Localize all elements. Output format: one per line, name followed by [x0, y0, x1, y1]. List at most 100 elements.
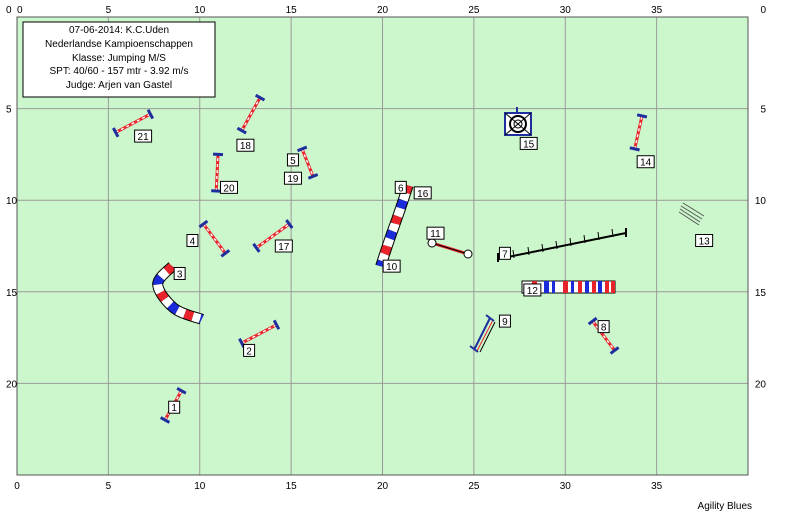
jump-wing [254, 93, 266, 102]
y-tick-left: 20 [6, 379, 18, 390]
x-tick-top: 0 [17, 5, 23, 16]
number-box [236, 138, 255, 152]
jump-wing [609, 346, 620, 355]
y-tick-right: 15 [755, 288, 767, 299]
tunnel-segment [380, 244, 392, 256]
number-box [168, 400, 181, 414]
table-11 [427, 238, 473, 259]
number-box [523, 283, 542, 297]
obstacle-number-12: 12 [523, 283, 542, 297]
number-box [426, 226, 445, 240]
x-tick-top: 15 [286, 5, 298, 16]
jump-wing [252, 242, 261, 253]
number-box [219, 180, 238, 194]
y-tick-right: 0 [760, 5, 766, 16]
obstacle-number-1: 1 [168, 400, 181, 414]
number-text: 3 [177, 269, 183, 280]
tunnel-segment [376, 259, 387, 268]
jump-20 [211, 152, 224, 193]
tunnel-segment [396, 198, 408, 210]
number-text: 19 [287, 174, 299, 185]
jump-wing [176, 386, 187, 395]
x-tick-bottom: 20 [377, 481, 389, 492]
number-text: 12 [527, 286, 539, 297]
obstacle-number-10: 10 [382, 259, 401, 273]
jump-wing [272, 319, 281, 330]
number-text: 14 [640, 158, 652, 169]
number-text: 5 [290, 156, 296, 167]
info-line-5: Judge: Arjen van Gastel [66, 80, 172, 91]
number-text: 11 [430, 229, 441, 240]
tunnel-segment [388, 222, 400, 233]
jump-wing [146, 108, 155, 120]
number-text: 7 [502, 249, 508, 260]
tunnel-segment [163, 263, 176, 275]
number-text: 1 [171, 403, 177, 414]
obstacle-number-4: 4 [186, 234, 199, 248]
tunnel-segment [157, 268, 170, 281]
jump-wing [220, 249, 231, 258]
info-line-2: Nederlandse Kampioenschappen [45, 39, 193, 50]
number-box [186, 234, 199, 248]
jump-17 [252, 219, 294, 253]
jump-bar-stripes [241, 97, 261, 131]
jump-4 [198, 219, 231, 258]
number-box [498, 314, 511, 328]
y-tick-right: 20 [755, 379, 767, 390]
obstacle-number-3: 3 [173, 266, 186, 280]
obstacle-number-6: 6 [394, 180, 407, 194]
jump-8 [587, 316, 620, 355]
x-tick-top: 5 [106, 5, 112, 16]
number-box [695, 234, 714, 248]
x-tick-bottom: 10 [194, 481, 206, 492]
x-tick-bottom: 5 [106, 481, 112, 492]
jump-bar-stripes [241, 324, 277, 344]
tunnel-segment [167, 301, 180, 315]
number-box [173, 266, 186, 280]
obstacle-number-7: 7 [498, 246, 511, 260]
obstacle-number-14: 14 [636, 155, 655, 169]
tunnel-segment [385, 229, 397, 241]
dog-walk-12 [521, 280, 616, 294]
obstacle-number-18: 18 [236, 138, 255, 152]
x-tick-bottom: 15 [286, 481, 298, 492]
number-text: 13 [699, 237, 711, 248]
number-box [498, 246, 511, 260]
jump-wing [296, 145, 308, 153]
y-tick-right: 5 [760, 105, 766, 116]
number-box [283, 171, 302, 185]
jump-wing [285, 219, 294, 229]
number-text: 20 [223, 183, 235, 194]
tunnel-segment [382, 237, 395, 248]
jump-wing [159, 416, 171, 424]
number-box [243, 343, 256, 357]
obstacle-number-2: 2 [243, 343, 256, 357]
y-tick-right: 10 [755, 196, 767, 207]
jump-wing [236, 126, 247, 135]
jump-bar-stripes [255, 223, 290, 249]
double-jump-9 [469, 314, 496, 353]
number-box [286, 153, 299, 167]
tire-15 [504, 107, 532, 136]
jumps [112, 93, 648, 424]
x-tick-bottom: 30 [560, 481, 572, 492]
number-text: 16 [417, 189, 429, 200]
number-text: 6 [398, 183, 404, 194]
number-box [413, 186, 432, 200]
number-box [382, 259, 401, 273]
tunnels [152, 183, 414, 325]
number-text: 9 [502, 317, 508, 328]
obstacle-number-15: 15 [519, 136, 538, 150]
number-text: 4 [190, 237, 196, 248]
info-line-3: Klasse: Jumping M/S [72, 53, 166, 64]
course-info-box: 07-06-2014: K.C.Uden Nederlandse Kampioe… [22, 21, 216, 98]
jump-18 [236, 93, 266, 135]
number-text: 8 [601, 323, 607, 334]
jump-bar-stripes [592, 320, 616, 351]
tunnel-segment [153, 274, 165, 285]
x-tick-top: 30 [560, 5, 572, 16]
jump-wing [636, 113, 648, 119]
